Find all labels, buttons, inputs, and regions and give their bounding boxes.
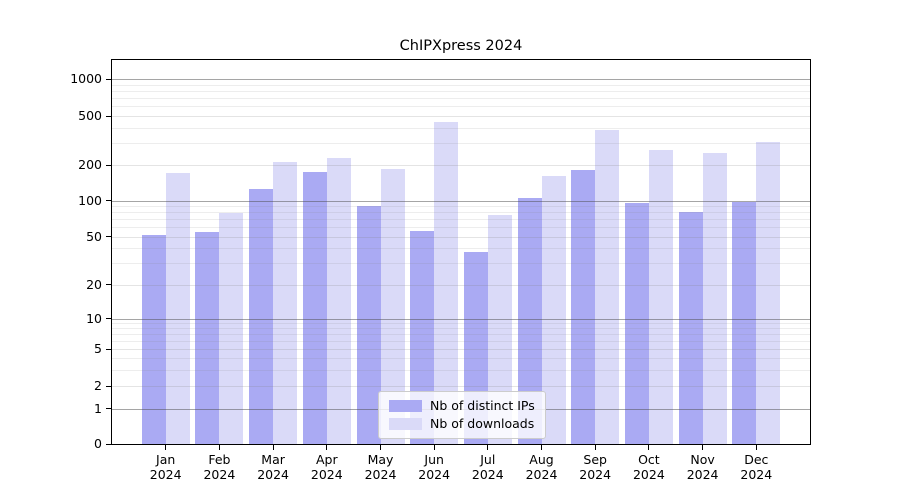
- x-tick-mark: [541, 445, 542, 450]
- y-tick-label: 100: [78, 192, 102, 208]
- x-tick-mark: [702, 445, 704, 450]
- plot-area: Nb of distinct IPs Nb of downloads: [111, 59, 811, 445]
- legend-label-distinct-ips: Nb of distinct IPs: [430, 398, 535, 413]
- y-tick-label: 10: [86, 310, 102, 326]
- bar-distinct-ips-sep: [571, 170, 596, 444]
- y-tick-label: 2: [94, 378, 102, 393]
- y-tick-label: 1000: [70, 71, 102, 86]
- y-tick-mark: [106, 385, 111, 387]
- bar-distinct-ips-may: [356, 206, 381, 444]
- y-tick-mark: [106, 78, 111, 80]
- x-tick-label-feb: Feb 2024: [203, 452, 236, 482]
- bar-distinct-ips-dec: [732, 201, 757, 444]
- bar-downloads-oct: [648, 150, 673, 444]
- y-tick-mark: [106, 318, 111, 319]
- y-tick-label: 0: [94, 436, 102, 451]
- legend-item-distinct-ips: Nb of distinct IPs: [389, 397, 535, 415]
- x-tick-mark: [218, 445, 220, 450]
- x-tick-label-jul: Jul 2024: [471, 452, 504, 482]
- chart-title: ChIPXpress 2024: [399, 38, 523, 54]
- x-tick-mark: [755, 445, 757, 450]
- x-tick-label-dec: Dec 2024: [740, 452, 773, 482]
- bar-distinct-ips-apr: [302, 171, 327, 444]
- x-tick-label-mar: Mar 2024: [257, 452, 289, 482]
- x-tick-label-apr: Apr 2024: [310, 452, 343, 482]
- bar-downloads-feb: [219, 213, 244, 444]
- y-tick-mark: [106, 200, 111, 201]
- y-tick-label: 500: [78, 108, 102, 123]
- bar-downloads-sep: [595, 130, 620, 444]
- x-tick-mark: [165, 445, 167, 450]
- x-tick-mark: [272, 445, 274, 450]
- y-tick-label: 50: [86, 228, 102, 244]
- bar-downloads-dec: [756, 142, 781, 444]
- bar-distinct-ips-jan: [141, 234, 166, 444]
- y-tick-mark: [106, 284, 111, 285]
- x-tick-mark: [380, 445, 381, 450]
- x-tick-label-jun: Jun 2024: [418, 452, 451, 482]
- x-tick-label-sep: Sep 2024: [579, 452, 612, 482]
- bar-distinct-ips-feb: [195, 231, 220, 444]
- bars-layer: [112, 60, 810, 444]
- x-tick-mark: [433, 445, 435, 450]
- bar-downloads-apr: [326, 157, 351, 444]
- x-tick-mark: [326, 445, 328, 450]
- bar-distinct-ips-nov: [678, 212, 703, 444]
- y-tick-label: 1: [94, 400, 102, 416]
- bar-distinct-ips-oct: [624, 203, 649, 444]
- y-tick-mark: [106, 236, 111, 237]
- y-tick-label: 20: [86, 276, 102, 292]
- legend-label-downloads: Nb of downloads: [430, 416, 535, 431]
- x-tick-mark: [487, 445, 489, 450]
- y-tick-mark: [106, 348, 111, 350]
- legend: Nb of distinct IPs Nb of downloads: [378, 391, 546, 439]
- y-tick-mark: [106, 408, 111, 409]
- bar-distinct-ips-mar: [249, 189, 274, 444]
- legend-swatch-distinct-ips: [389, 400, 422, 412]
- x-tick-label-oct: Oct 2024: [632, 452, 665, 482]
- bar-downloads-nov: [702, 153, 727, 444]
- y-tick-mark: [106, 115, 111, 117]
- x-tick-label-may: May 2024: [364, 452, 397, 482]
- x-tick-mark: [648, 445, 650, 450]
- bar-downloads-jun: [434, 121, 459, 444]
- y-tick-mark: [106, 164, 111, 166]
- y-tick-label: 200: [78, 157, 102, 172]
- x-tick-label-aug: Aug 2024: [525, 452, 558, 482]
- x-tick-label-nov: Nov 2024: [686, 452, 719, 482]
- x-tick-label-jan: Jan 2024: [149, 452, 182, 482]
- y-tick-mark: [106, 443, 111, 445]
- x-tick-mark: [594, 445, 596, 450]
- y-tick-label: 5: [94, 341, 102, 356]
- bar-downloads-jan: [165, 173, 190, 444]
- bar-downloads-mar: [273, 162, 298, 444]
- legend-swatch-downloads: [389, 418, 422, 430]
- legend-item-downloads: Nb of downloads: [389, 415, 535, 433]
